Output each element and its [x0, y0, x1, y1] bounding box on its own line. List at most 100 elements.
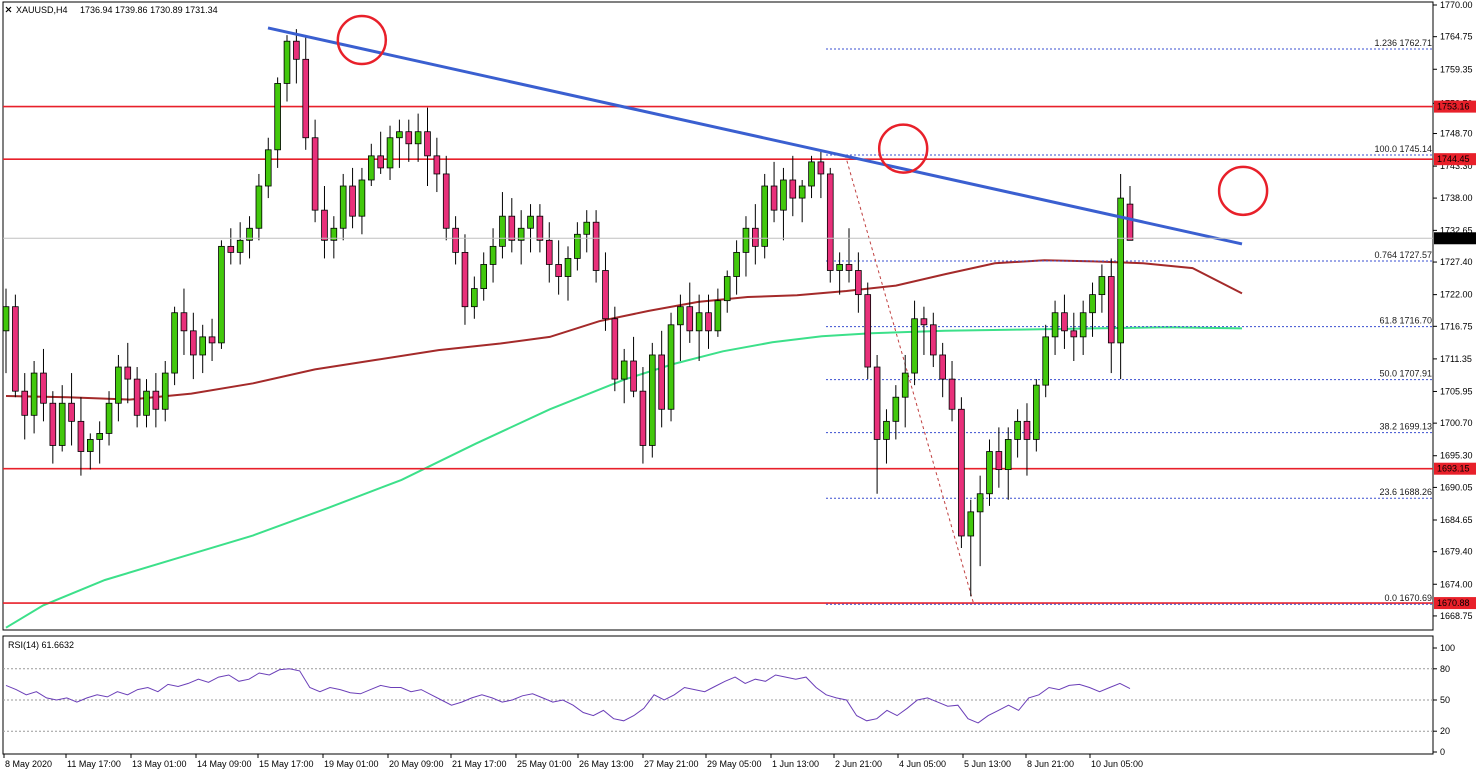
- candle-body: [49, 402, 57, 446]
- fib-label: 0.0 1670.69: [1384, 593, 1432, 603]
- rsi-pane-frame: [2, 635, 1434, 755]
- candle-body: [414, 131, 422, 145]
- candle-body: [339, 185, 347, 229]
- candle-body: [21, 390, 29, 416]
- moving-average-green: [5, 326, 1243, 629]
- rsi-tick-label: 20: [1440, 726, 1450, 736]
- candle-body: [40, 372, 47, 404]
- candle-body: [630, 360, 637, 392]
- candle-body: [826, 173, 834, 271]
- candle-body: [227, 245, 235, 253]
- candle-body: [536, 215, 544, 241]
- candle-body: [798, 185, 806, 199]
- rsi-tick-label: 0: [1440, 747, 1445, 757]
- price-tick-label: 1748.70: [1440, 129, 1473, 139]
- candle-body: [461, 251, 469, 308]
- rsi-polyline: [5, 668, 1131, 724]
- candle-body: [499, 215, 506, 247]
- level-tag-label: 1744.45: [1437, 154, 1470, 164]
- candle-body: [574, 233, 581, 259]
- candle-body: [592, 221, 600, 271]
- candle-body: [752, 227, 759, 247]
- highlight-circle: [877, 123, 929, 174]
- candle-body: [892, 396, 900, 422]
- price-tick-label: 1690.05: [1440, 482, 1473, 492]
- candle-body: [545, 239, 553, 265]
- fib-label: 61.8 1716.70: [1379, 316, 1432, 326]
- fib-label: 23.6 1688.26: [1379, 487, 1432, 497]
- price-tags: 1753.16 1744.45 1693.15 1670.88 1731.34: [3, 100, 1476, 610]
- ma-green-line: [5, 326, 1243, 629]
- candle-body: [920, 318, 928, 326]
- candle-body: [396, 131, 403, 139]
- candle-body: [321, 209, 328, 241]
- time-tick-label: 13 May 01:00: [132, 759, 187, 769]
- candle-body: [939, 354, 946, 380]
- candle-body: [1023, 420, 1031, 440]
- candle-body: [583, 221, 591, 235]
- time-tick-label: 4 Jun 05:00: [899, 759, 946, 769]
- time-tick-label: 2 Jun 21:00: [835, 759, 882, 769]
- fib-label: 50.0 1707.91: [1379, 369, 1432, 379]
- candle-body: [695, 312, 703, 332]
- candle-body: [96, 433, 103, 440]
- candle-body: [677, 306, 684, 326]
- time-tick-label: 11 May 17:00: [67, 759, 121, 769]
- candle-body: [1089, 294, 1096, 314]
- candle-body: [517, 227, 525, 241]
- price-tick-label: 1770.00: [1440, 0, 1473, 10]
- candle-body: [1070, 330, 1078, 338]
- time-tick-label: 27 May 21:00: [644, 759, 699, 769]
- rsi-tick-label: 80: [1440, 664, 1450, 674]
- candle-body: [58, 402, 66, 446]
- rsi-line: [5, 668, 1131, 724]
- candle-body: [864, 294, 872, 368]
- rsi-axis: 100 80 50 20 0: [1433, 643, 1455, 757]
- candle-body: [433, 155, 441, 175]
- candle-body: [489, 245, 497, 265]
- candle-body: [1004, 439, 1012, 471]
- candle-body: [190, 330, 197, 356]
- time-tick-label: 8 Jun 21:00: [1027, 759, 1074, 769]
- candle-body: [620, 360, 628, 380]
- candle-body: [264, 149, 272, 187]
- candle-body: [639, 390, 647, 446]
- highlight-circle: [336, 14, 388, 66]
- candle-body: [948, 378, 956, 410]
- candle-body: [836, 264, 843, 271]
- price-axis: 1770.001764.751759.351753.701748.701743.…: [1433, 0, 1473, 621]
- price-tick-label: 1674.00: [1440, 579, 1473, 589]
- fib-label: 1.236 1762.71: [1374, 38, 1432, 48]
- candle-body: [208, 336, 216, 344]
- candle-body: [667, 324, 675, 410]
- candle-body: [817, 161, 825, 175]
- candle-body: [1126, 203, 1134, 241]
- candle-body: [471, 288, 478, 308]
- horizontal-levels: [3, 105, 1433, 604]
- candle-body: [330, 227, 338, 241]
- candle-body: [442, 173, 450, 229]
- time-tick-label: 5 Jun 13:00: [964, 759, 1011, 769]
- price-tick-label: 1700.70: [1440, 418, 1473, 428]
- candle-body: [311, 137, 319, 211]
- candle-body: [873, 366, 881, 440]
- price-tick-label: 1759.35: [1440, 64, 1473, 74]
- trendline-line: [267, 26, 1243, 246]
- time-tick-label: 14 May 09:00: [197, 759, 252, 769]
- rsi-label: RSI(14) 61.6632: [8, 640, 74, 650]
- ma-red-line: [5, 259, 1243, 401]
- level-tag: [1434, 597, 1476, 610]
- candle-body: [770, 185, 778, 211]
- highlight-circle: [1217, 165, 1269, 217]
- candle-body: [995, 451, 1003, 471]
- candle-body: [555, 264, 562, 277]
- time-tick-label: 10 Jun 05:00: [1091, 759, 1143, 769]
- candle-body: [1042, 336, 1050, 386]
- price-tick-label: 1764.75: [1440, 32, 1473, 42]
- candle-body: [424, 131, 431, 157]
- candle-body: [1061, 312, 1068, 332]
- candle-body: [780, 179, 787, 211]
- candle-body: [302, 58, 310, 139]
- price-tick-label: 1679.40: [1440, 547, 1473, 557]
